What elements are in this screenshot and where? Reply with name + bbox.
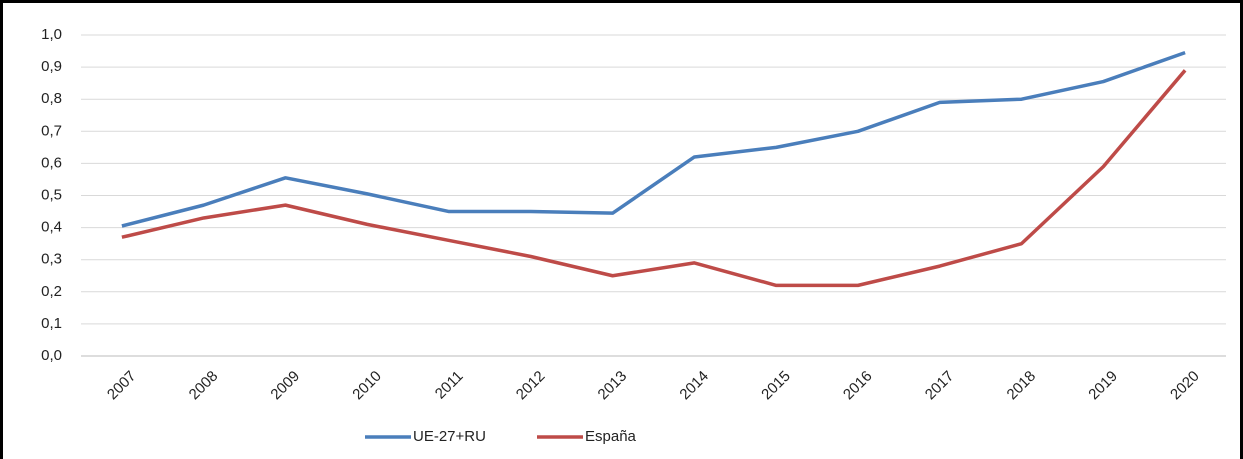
y-tick-label: 1,0 — [41, 26, 62, 43]
legend-label: España — [585, 428, 637, 445]
series-line — [121, 51, 1186, 228]
legend-label: UE-27+RU — [413, 428, 486, 445]
x-tick-label: 2019 — [1085, 368, 1121, 404]
y-tick-label: 0,5 — [41, 186, 62, 203]
x-tick-label: 2020 — [1167, 368, 1203, 404]
x-tick-label: 2009 — [267, 368, 303, 404]
x-tick-label: 2015 — [758, 368, 794, 404]
y-tick-label: 0,9 — [41, 58, 62, 75]
x-tick-label: 2013 — [595, 368, 631, 404]
y-tick-label: 0,3 — [41, 251, 62, 268]
series-line — [121, 69, 1187, 288]
y-tick-label: 0,2 — [41, 283, 62, 300]
x-tick-label: 2011 — [432, 368, 467, 403]
y-tick-label: 0,7 — [41, 122, 62, 139]
x-tick-label: 2010 — [349, 368, 385, 404]
y-tick-label: 0,8 — [41, 90, 62, 107]
x-tick-label: 2007 — [104, 368, 140, 404]
x-tick-label: 2008 — [186, 368, 222, 404]
x-tick-label: 2016 — [840, 368, 876, 404]
x-tick-label: 2014 — [676, 368, 712, 404]
y-tick-label: 0,0 — [41, 347, 62, 364]
x-tick-label: 2017 — [922, 368, 958, 404]
x-tick-label: 2018 — [1004, 368, 1040, 404]
y-tick-label: 0,6 — [41, 154, 62, 171]
y-tick-label: 0,1 — [41, 315, 62, 332]
y-tick-label: 0,4 — [41, 219, 62, 236]
x-tick-label: 2012 — [513, 368, 549, 404]
